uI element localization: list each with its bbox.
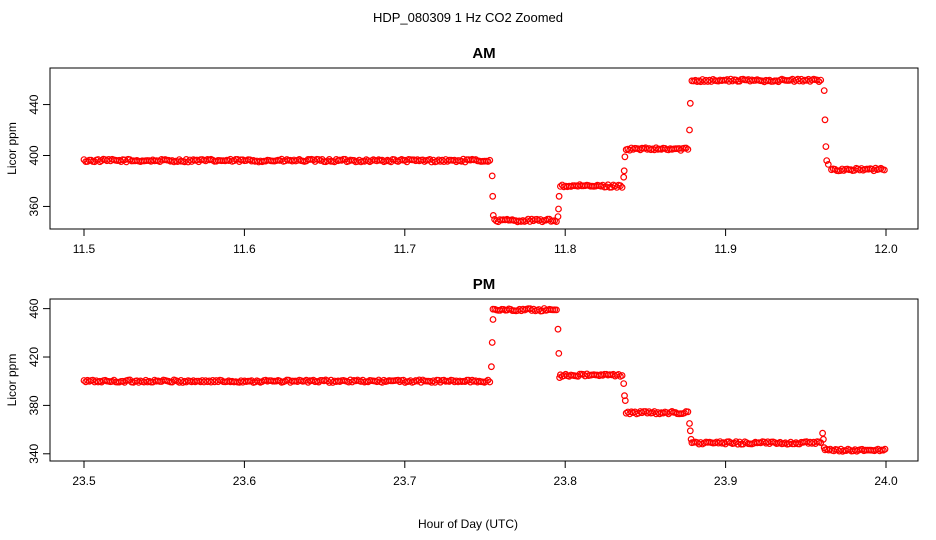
- am-panel: AM Licor ppm 11.5 11.6 11.7 11.8 11.9 12.0 360 40…: [5, 45, 919, 256]
- am-points: [80, 75, 888, 226]
- am-panel-title: AM: [472, 45, 495, 62]
- am-transition-point: [555, 205, 562, 213]
- pm-plot-frame: [49, 298, 919, 462]
- pm-transition-point: [556, 374, 563, 382]
- pm-xtick-label: 23.9: [714, 474, 738, 488]
- am-transition-point: [488, 172, 496, 180]
- am-xtick-label: 11.7: [394, 242, 417, 256]
- am-transition-point: [822, 143, 830, 151]
- pm-transition-point: [488, 363, 495, 371]
- am-xtick-label: 11.8: [554, 242, 577, 256]
- pm-transition-point: [621, 397, 629, 405]
- am-transition-point: [620, 173, 628, 181]
- am-data-point: [682, 144, 690, 152]
- pm-panel-title: PM: [473, 276, 496, 293]
- am-transition-point: [824, 160, 832, 168]
- am-xtick-label: 12.0: [874, 242, 898, 256]
- pm-data-point: [681, 409, 688, 417]
- am-xtick-label: 11.6: [233, 242, 256, 256]
- pm-ytick-label: 380: [27, 395, 41, 415]
- pm-ylabel: Licor ppm: [5, 354, 19, 407]
- figure-xlabel: Hour of Day (UTC): [418, 517, 518, 531]
- am-transition-point: [489, 192, 497, 200]
- am-transition-point: [686, 126, 693, 134]
- pm-data-point: [482, 378, 490, 385]
- pm-points: [80, 305, 889, 455]
- am-data-point: [815, 78, 823, 85]
- am-data-point: [617, 182, 624, 190]
- am-data-point: [486, 156, 494, 164]
- pm-data-point: [684, 408, 692, 416]
- pm-ytick-label: 420: [27, 347, 41, 367]
- pm-data-point: [484, 376, 492, 384]
- pm-data-point: [615, 371, 622, 378]
- pm-xtick-label: 23.6: [233, 474, 257, 488]
- pm-data-point: [716, 438, 724, 446]
- am-transition-point: [823, 157, 831, 165]
- pm-xtick-label: 23.7: [393, 474, 417, 488]
- pm-transition-point: [820, 435, 827, 443]
- am-xtick-label: 11.5: [73, 242, 96, 256]
- am-transition-point: [621, 153, 629, 161]
- am-ytick-label: 440: [27, 94, 41, 114]
- pm-transition-point: [488, 339, 496, 346]
- am-data-point: [881, 166, 888, 174]
- pm-transition-point: [686, 427, 694, 435]
- am-ytick-label: 400: [27, 145, 41, 165]
- pm-transition-point: [620, 380, 628, 388]
- am-transition-point: [620, 167, 628, 175]
- am-transition-point: [820, 87, 828, 94]
- am-ylabel: Licor ppm: [5, 122, 19, 175]
- am-data-point: [684, 145, 692, 153]
- pm-transition-point: [820, 444, 828, 452]
- pm-transition-point: [554, 325, 562, 333]
- pm-ytick-label: 460: [27, 298, 41, 318]
- pm-panel: PM Licor ppm 23.5 23.6 23.7 23.8 23.9 24.0 340 38…: [5, 276, 919, 488]
- pm-transition-point: [621, 392, 628, 400]
- pm-data-point: [618, 372, 626, 379]
- pm-transition-point: [489, 316, 497, 323]
- am-transition-point: [821, 116, 829, 124]
- pm-transition-point: [555, 350, 563, 357]
- pm-data-point: [553, 306, 560, 314]
- am-plot-frame: [49, 67, 919, 230]
- pm-transition-point: [686, 420, 693, 427]
- am-data-point: [618, 183, 626, 191]
- am-transition-point: [554, 213, 562, 221]
- pm-xtick-label: 23.8: [554, 474, 578, 488]
- am-transition-point: [555, 192, 563, 200]
- pm-data-point: [486, 378, 494, 386]
- pm-ytick-label: 340: [27, 443, 41, 463]
- am-data-point: [813, 76, 821, 84]
- pm-xtick-label: 23.5: [72, 474, 96, 488]
- figure-title: HDP_080309 1 Hz CO2 Zoomed: [373, 10, 563, 25]
- pm-xtick-label: 24.0: [874, 474, 898, 488]
- pm-transition-point: [819, 429, 826, 437]
- am-xtick-label: 11.9: [714, 242, 737, 256]
- am-data-point: [817, 76, 825, 84]
- am-ytick-label: 360: [27, 196, 41, 216]
- pm-data-point: [881, 445, 889, 453]
- am-transition-point: [686, 99, 694, 107]
- pm-transition-point: [687, 435, 695, 443]
- am-transition-point: [489, 211, 497, 219]
